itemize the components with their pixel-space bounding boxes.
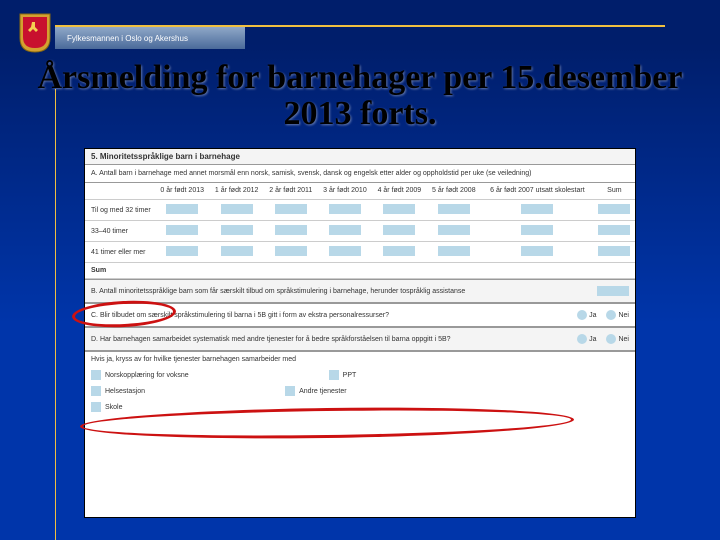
- data-field[interactable]: [221, 246, 253, 256]
- data-field[interactable]: [383, 246, 415, 256]
- data-field[interactable]: [383, 225, 415, 235]
- org-name: Fylkesmannen i Oslo og Akershus: [55, 34, 188, 43]
- cb-norsk[interactable]: [91, 370, 101, 380]
- form-screenshot: 5. Minoritetsspråklige barn i barnehage …: [84, 148, 636, 518]
- cb-helse[interactable]: [91, 386, 101, 396]
- section-5d: D. Har barnehagen samarbeidet systematis…: [85, 327, 635, 351]
- cb-skole[interactable]: [91, 402, 101, 412]
- data-field[interactable]: [221, 225, 253, 235]
- checkbox-row: Norskopplæring for voksne PPT: [85, 367, 635, 383]
- section-5a-text: A. Antall barn i barnehage med annet mor…: [85, 165, 635, 183]
- radio-5d-ja[interactable]: [577, 334, 587, 344]
- checkbox-row: Helsestasjon Andre tjenester: [85, 383, 635, 399]
- data-field[interactable]: [275, 204, 307, 214]
- data-field[interactable]: [521, 204, 553, 214]
- data-field[interactable]: [329, 246, 361, 256]
- field-5b[interactable]: [597, 286, 629, 296]
- radio-5d-nei[interactable]: [606, 334, 616, 344]
- checkbox-row: Skole: [85, 399, 635, 415]
- section-5d-text: D. Har barnehagen samarbeidet systematis…: [91, 335, 567, 344]
- data-field[interactable]: [438, 246, 470, 256]
- row-label: 33–40 timer: [85, 221, 155, 242]
- section-5-title: 5. Minoritetsspråklige barn i barnehage: [85, 149, 635, 165]
- data-field[interactable]: [329, 225, 361, 235]
- data-field[interactable]: [521, 246, 553, 256]
- section-5b-text: B. Antall minoritetsspråklige barn som f…: [91, 287, 587, 296]
- cb-ppt[interactable]: [329, 370, 339, 380]
- side-rule: [55, 89, 56, 540]
- data-field[interactable]: [166, 204, 198, 214]
- data-field[interactable]: [166, 225, 198, 235]
- radio-5c-ja[interactable]: [577, 310, 587, 320]
- col-h: 0 år født 2013: [155, 183, 209, 200]
- data-field[interactable]: [275, 246, 307, 256]
- row-label: 41 timer eller mer: [85, 242, 155, 263]
- data-field[interactable]: [166, 246, 198, 256]
- section-5b: B. Antall minoritetsspråklige barn som f…: [85, 279, 635, 303]
- row-label: Sum: [85, 263, 155, 279]
- data-field[interactable]: [329, 204, 361, 214]
- col-h: 5 år født 2008: [427, 183, 481, 200]
- slide-title: Årsmelding for barnehager per 15.desembe…: [0, 60, 720, 131]
- col-h: 6 år født 2007 utsatt skolestart: [481, 183, 594, 200]
- data-field[interactable]: [598, 204, 630, 214]
- data-field[interactable]: [438, 204, 470, 214]
- data-field[interactable]: [275, 225, 307, 235]
- col-h: 4 år født 2009: [372, 183, 426, 200]
- section-5c-text: C. Blir tilbudet om særskilt språkstimul…: [91, 311, 567, 320]
- data-field[interactable]: [598, 225, 630, 235]
- section-5c: C. Blir tilbudet om særskilt språkstimul…: [85, 303, 635, 327]
- cb-andre[interactable]: [285, 386, 295, 396]
- age-table: 0 år født 2013 1 år født 2012 2 år født …: [85, 183, 635, 279]
- data-field[interactable]: [383, 204, 415, 214]
- col-h: 3 år født 2010: [318, 183, 372, 200]
- data-field[interactable]: [521, 225, 553, 235]
- col-h: 2 år født 2011: [264, 183, 318, 200]
- data-field[interactable]: [438, 225, 470, 235]
- col-h: Sum: [594, 183, 635, 200]
- checkbox-title: Hvis ja, kryss av for hvilke tjenester b…: [85, 351, 635, 367]
- data-field[interactable]: [221, 204, 253, 214]
- crest-icon: [18, 12, 52, 54]
- col-h: 1 år født 2012: [209, 183, 263, 200]
- org-banner: Fylkesmannen i Oslo og Akershus: [55, 27, 245, 49]
- radio-5c-nei[interactable]: [606, 310, 616, 320]
- row-label: Til og med 32 timer: [85, 200, 155, 221]
- data-field[interactable]: [598, 246, 630, 256]
